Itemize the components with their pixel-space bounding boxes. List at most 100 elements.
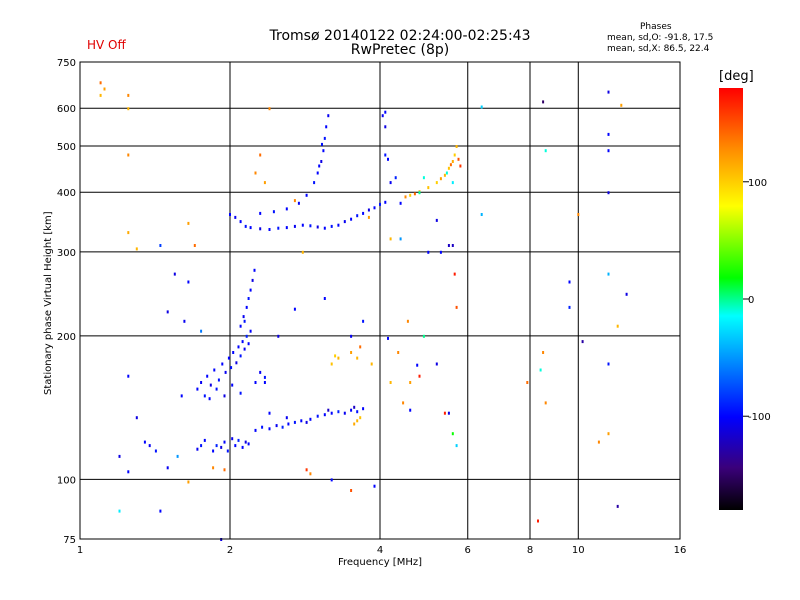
data-point (223, 468, 226, 472)
data-point (402, 401, 405, 405)
data-point (318, 164, 321, 168)
data-point (389, 237, 392, 241)
data-point (196, 387, 199, 391)
data-point (389, 181, 392, 185)
data-point (277, 334, 280, 338)
data-point (127, 153, 130, 157)
data-point (389, 381, 392, 384)
data-point (607, 432, 610, 436)
data-point (447, 244, 450, 247)
data-point (451, 244, 454, 247)
data-point (384, 125, 387, 129)
data-point (239, 391, 242, 395)
grid-lines (80, 62, 680, 539)
data-point (293, 199, 296, 203)
data-point (325, 125, 328, 129)
data-point (293, 307, 296, 311)
data-point (544, 401, 547, 405)
data-point (127, 93, 130, 97)
data-point (343, 220, 346, 224)
data-point (212, 449, 215, 453)
data-point (301, 250, 304, 254)
data-point (242, 315, 245, 319)
chart-subtitle: RwPretec (8p) (350, 42, 450, 58)
x-axis-ticks: 1 2 4 6 8 10 16 (77, 545, 687, 556)
data-point (268, 427, 271, 431)
data-point (323, 136, 326, 140)
data-point (200, 444, 203, 448)
data-point (243, 347, 246, 351)
data-point (193, 244, 196, 247)
data-point (245, 305, 248, 309)
data-point (239, 324, 242, 328)
data-point (221, 362, 224, 366)
data-point (229, 213, 231, 216)
y-tick-label: 75 (63, 535, 76, 546)
data-point (183, 319, 186, 323)
data-point (399, 237, 402, 241)
data-point (103, 87, 106, 91)
data-point (300, 419, 303, 423)
data-point (443, 411, 446, 415)
data-point (379, 202, 381, 206)
data-point (245, 334, 248, 338)
data-point (268, 411, 271, 415)
data-point (259, 211, 262, 215)
data-point (309, 417, 312, 421)
data-point (254, 171, 257, 175)
data-point (359, 345, 362, 349)
data-point (166, 466, 169, 470)
data-point (127, 470, 130, 474)
data-point (118, 454, 121, 458)
data-point (362, 211, 365, 215)
data-point (416, 363, 419, 367)
data-point (397, 351, 400, 354)
data-point (404, 195, 407, 199)
data-point (455, 145, 458, 148)
data-point (370, 362, 373, 366)
data-point (373, 206, 376, 210)
data-point (457, 157, 460, 161)
data-point (451, 432, 454, 436)
x-tick-label: 10 (572, 545, 585, 556)
data-point (287, 422, 290, 426)
data-point (387, 336, 389, 340)
data-point (356, 356, 359, 360)
data-point (384, 200, 387, 204)
data-point (409, 408, 412, 412)
data-point (261, 425, 264, 429)
data-point (249, 329, 252, 333)
data-point (367, 215, 370, 219)
data-point (607, 191, 610, 195)
data-point (231, 383, 234, 387)
phases-o-mode: mean, sd,O: -91.8, 17.5 (607, 33, 714, 43)
data-point (200, 381, 203, 384)
data-point (581, 340, 584, 344)
data-point (263, 375, 266, 379)
data-point (435, 218, 438, 222)
data-point (387, 157, 389, 161)
hv-status: HV Off (87, 38, 126, 52)
data-point (455, 444, 458, 448)
data-point (447, 411, 450, 415)
data-point (200, 329, 203, 333)
data-point (350, 217, 353, 221)
data-point (99, 81, 102, 85)
data-point (607, 272, 610, 276)
data-point (435, 181, 438, 185)
data-point (422, 334, 425, 338)
data-point (625, 292, 628, 296)
colorbar (719, 88, 743, 510)
data-point (220, 445, 223, 449)
data-point (213, 368, 216, 372)
data-point (203, 438, 206, 442)
data-point (277, 226, 280, 230)
data-point (327, 114, 330, 118)
data-point (148, 444, 151, 448)
data-point (459, 164, 462, 168)
data-point (439, 250, 442, 254)
data-point (409, 193, 412, 197)
colorbar-ticks: 100 0 -100 (743, 178, 771, 423)
data-point (526, 381, 529, 384)
data-point (263, 181, 266, 185)
